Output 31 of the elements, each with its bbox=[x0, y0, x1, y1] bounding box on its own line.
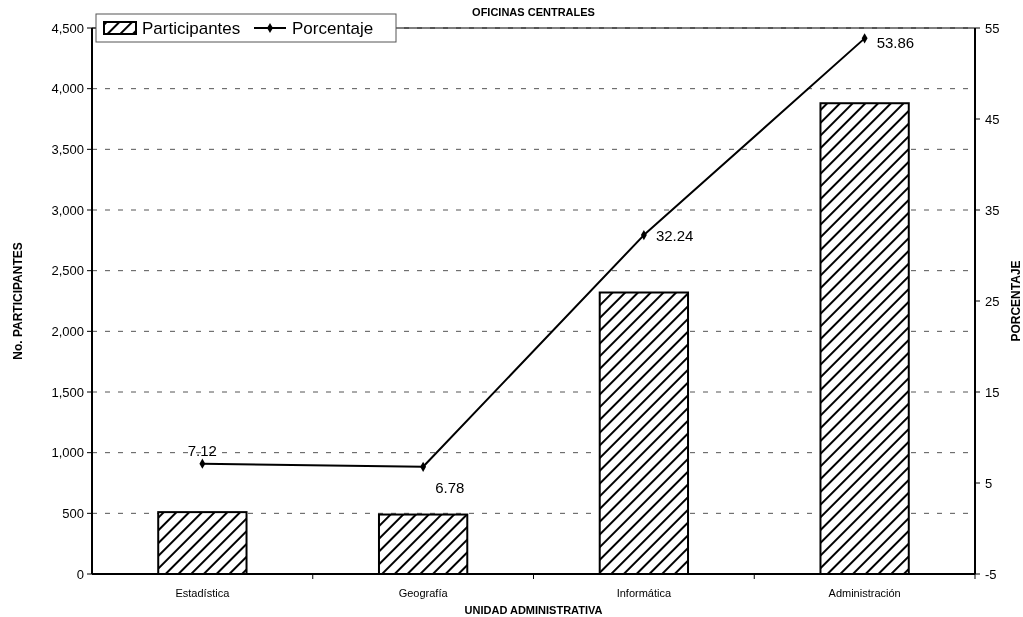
x-tick-label: Administración bbox=[828, 587, 901, 599]
data-label: 32.24 bbox=[655, 227, 694, 245]
y-tick-label: 3,500 bbox=[51, 141, 84, 157]
chart-title: OFICINAS CENTRALES bbox=[472, 6, 595, 18]
y-tick-label: 3,000 bbox=[51, 202, 84, 218]
y2-tick-label: 45 bbox=[985, 111, 1000, 127]
y-tick-label: 4,000 bbox=[51, 81, 84, 97]
x-tick-label: Geografía bbox=[398, 587, 449, 599]
y2-tick-label: 55 bbox=[985, 20, 1000, 36]
y2-tick-label: 35 bbox=[985, 202, 1000, 218]
y2-tick-label: 5 bbox=[985, 475, 993, 491]
y2-tick-label: 15 bbox=[985, 384, 1000, 400]
data-label: 7.12 bbox=[187, 441, 217, 459]
legend-label: Porcentaje bbox=[292, 18, 374, 38]
y-tick-label: 2,000 bbox=[51, 323, 84, 339]
y2-tick-label: -5 bbox=[985, 566, 997, 582]
x-tick-label: Informática bbox=[616, 587, 672, 599]
y-tick-label: 1,000 bbox=[51, 445, 84, 461]
y2-axis-title: PORCENTAJE bbox=[1009, 260, 1023, 342]
x-axis-title: UNIDAD ADMINISTRATIVA bbox=[464, 604, 603, 616]
data-label: 6.78 bbox=[435, 478, 465, 496]
y-tick-label: 500 bbox=[62, 505, 84, 521]
y-tick-label: 1,500 bbox=[51, 384, 84, 400]
legend-label: Participantes bbox=[142, 18, 241, 38]
x-tick-label: Estadística bbox=[175, 587, 231, 599]
y-tick-label: 4,500 bbox=[51, 20, 84, 36]
y-axis-title: No. PARTICIPANTES bbox=[11, 242, 25, 360]
y-tick-label: 0 bbox=[76, 566, 84, 582]
data-label: 53.86 bbox=[876, 34, 915, 52]
y2-tick-label: 25 bbox=[985, 293, 1000, 309]
y-tick-label: 2,500 bbox=[51, 263, 84, 279]
